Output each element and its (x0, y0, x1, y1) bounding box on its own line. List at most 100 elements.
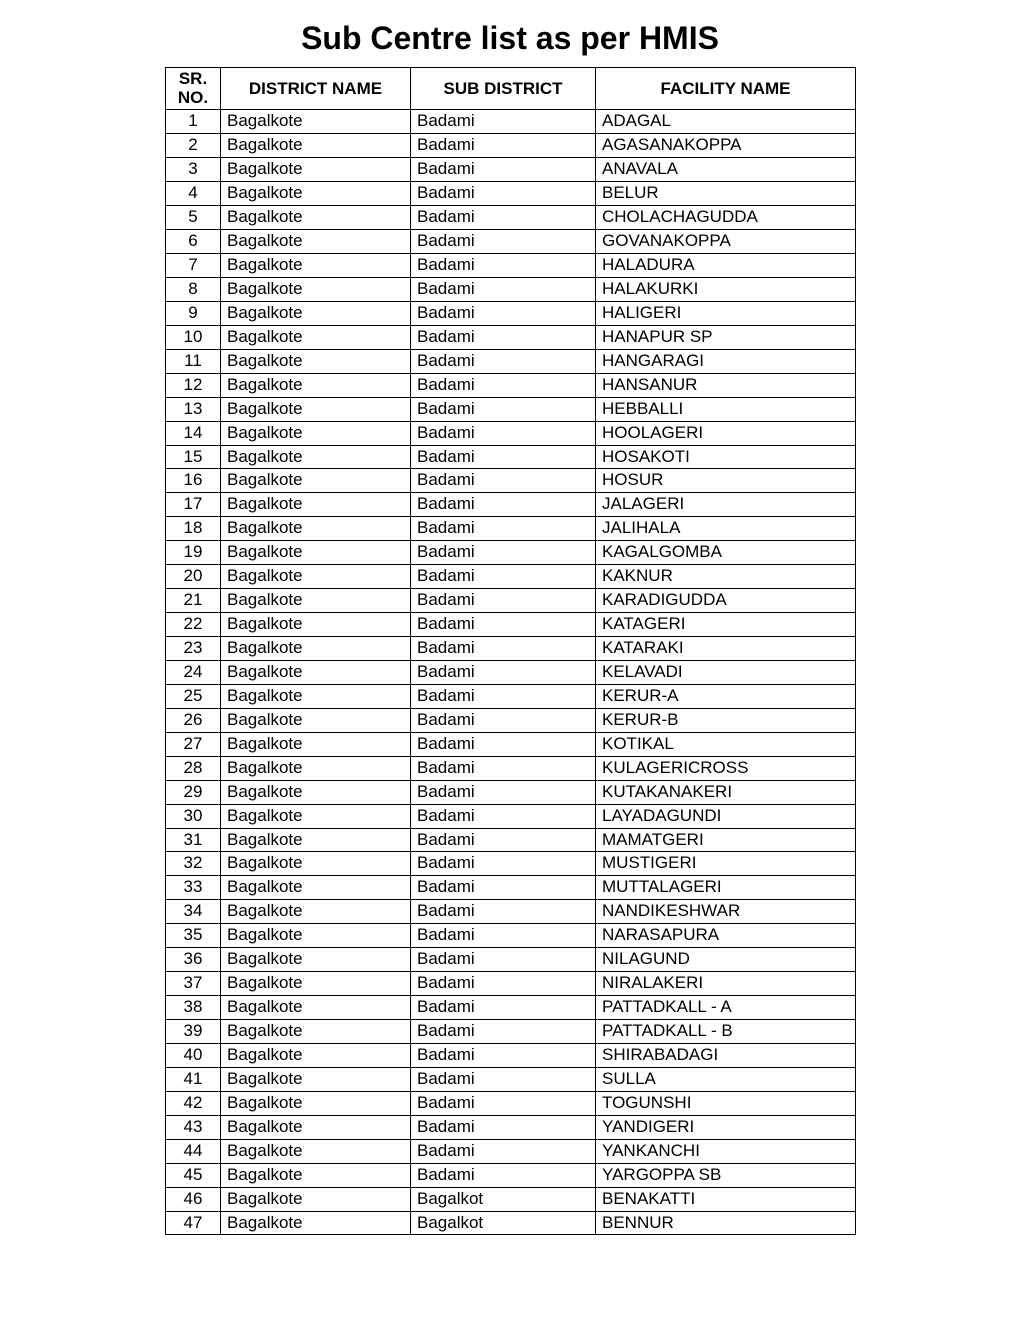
table-row: 5BagalkoteBadamiCHOLACHAGUDDA (166, 206, 856, 230)
cell-srno: 38 (166, 996, 221, 1020)
cell-facility: KARADIGUDDA (596, 589, 856, 613)
cell-srno: 6 (166, 230, 221, 254)
table-row: 39BagalkoteBadamiPATTADKALL - B (166, 1020, 856, 1044)
table-row: 6BagalkoteBadamiGOVANAKOPPA (166, 230, 856, 254)
cell-subdistrict: Badami (411, 254, 596, 278)
table-row: 28BagalkoteBadamiKULAGERICROSS (166, 756, 856, 780)
cell-district: Bagalkote (221, 541, 411, 565)
cell-facility: BELUR (596, 182, 856, 206)
table-row: 3BagalkoteBadamiANAVALA (166, 158, 856, 182)
cell-district: Bagalkote (221, 660, 411, 684)
table-header-row: SR. NO. DISTRICT NAME SUB DISTRICT FACIL… (166, 68, 856, 110)
cell-subdistrict: Badami (411, 1020, 596, 1044)
cell-district: Bagalkote (221, 996, 411, 1020)
cell-facility: KUTAKANAKERI (596, 780, 856, 804)
cell-district: Bagalkote (221, 206, 411, 230)
cell-facility: MAMATGERI (596, 828, 856, 852)
cell-srno: 42 (166, 1091, 221, 1115)
cell-srno: 23 (166, 637, 221, 661)
cell-subdistrict: Badami (411, 397, 596, 421)
cell-facility: TOGUNSHI (596, 1091, 856, 1115)
table-row: 22BagalkoteBadamiKATAGERI (166, 613, 856, 637)
cell-district: Bagalkote (221, 110, 411, 134)
table-row: 15BagalkoteBadamiHOSAKOTI (166, 445, 856, 469)
cell-srno: 28 (166, 756, 221, 780)
table-row: 7BagalkoteBadamiHALADURA (166, 254, 856, 278)
cell-subdistrict: Badami (411, 732, 596, 756)
cell-srno: 45 (166, 1163, 221, 1187)
table-row: 9BagalkoteBadamiHALIGERI (166, 301, 856, 325)
cell-facility: BENAKATTI (596, 1187, 856, 1211)
cell-district: Bagalkote (221, 1139, 411, 1163)
cell-srno: 33 (166, 876, 221, 900)
cell-facility: HALIGERI (596, 301, 856, 325)
cell-srno: 27 (166, 732, 221, 756)
table-row: 19BagalkoteBadamiKAGALGOMBA (166, 541, 856, 565)
cell-srno: 14 (166, 421, 221, 445)
table-row: 34BagalkoteBadamiNANDIKESHWAR (166, 900, 856, 924)
cell-district: Bagalkote (221, 349, 411, 373)
cell-srno: 43 (166, 1115, 221, 1139)
cell-facility: HANSANUR (596, 373, 856, 397)
cell-district: Bagalkote (221, 1163, 411, 1187)
cell-srno: 4 (166, 182, 221, 206)
table-row: 41BagalkoteBadamiSULLA (166, 1067, 856, 1091)
cell-srno: 44 (166, 1139, 221, 1163)
cell-subdistrict: Badami (411, 301, 596, 325)
column-header-facility: FACILITY NAME (596, 68, 856, 110)
cell-subdistrict: Badami (411, 1043, 596, 1067)
cell-facility: NILAGUND (596, 948, 856, 972)
cell-district: Bagalkote (221, 397, 411, 421)
column-header-subdistrict: SUB DISTRICT (411, 68, 596, 110)
cell-subdistrict: Badami (411, 517, 596, 541)
cell-facility: HOSUR (596, 469, 856, 493)
cell-facility: HOSAKOTI (596, 445, 856, 469)
cell-subdistrict: Badami (411, 493, 596, 517)
table-row: 37BagalkoteBadamiNIRALAKERI (166, 972, 856, 996)
cell-subdistrict: Badami (411, 1115, 596, 1139)
cell-facility: KULAGERICROSS (596, 756, 856, 780)
cell-district: Bagalkote (221, 517, 411, 541)
cell-district: Bagalkote (221, 637, 411, 661)
table-row: 30BagalkoteBadamiLAYADAGUNDI (166, 804, 856, 828)
cell-subdistrict: Badami (411, 541, 596, 565)
cell-district: Bagalkote (221, 684, 411, 708)
cell-district: Bagalkote (221, 924, 411, 948)
cell-facility: KERUR-A (596, 684, 856, 708)
cell-subdistrict: Badami (411, 325, 596, 349)
table-row: 14BagalkoteBadamiHOOLAGERI (166, 421, 856, 445)
table-row: 27BagalkoteBadamiKOTIKAL (166, 732, 856, 756)
page-title: Sub Centre list as per HMIS (0, 20, 1020, 57)
data-table: SR. NO. DISTRICT NAME SUB DISTRICT FACIL… (165, 67, 856, 1235)
cell-subdistrict: Badami (411, 972, 596, 996)
cell-district: Bagalkote (221, 1067, 411, 1091)
cell-district: Bagalkote (221, 254, 411, 278)
cell-facility: HANAPUR SP (596, 325, 856, 349)
cell-srno: 34 (166, 900, 221, 924)
cell-facility: SHIRABADAGI (596, 1043, 856, 1067)
cell-srno: 12 (166, 373, 221, 397)
cell-srno: 21 (166, 589, 221, 613)
cell-srno: 2 (166, 134, 221, 158)
cell-district: Bagalkote (221, 708, 411, 732)
cell-district: Bagalkote (221, 134, 411, 158)
table-row: 24BagalkoteBadamiKELAVADI (166, 660, 856, 684)
cell-srno: 13 (166, 397, 221, 421)
table-body: 1BagalkoteBadamiADAGAL2BagalkoteBadamiAG… (166, 110, 856, 1235)
cell-srno: 47 (166, 1211, 221, 1235)
cell-facility: KATAGERI (596, 613, 856, 637)
cell-srno: 19 (166, 541, 221, 565)
cell-district: Bagalkote (221, 852, 411, 876)
cell-subdistrict: Bagalkot (411, 1211, 596, 1235)
cell-facility: ADAGAL (596, 110, 856, 134)
cell-district: Bagalkote (221, 1211, 411, 1235)
cell-facility: HALADURA (596, 254, 856, 278)
cell-facility: YARGOPPA SB (596, 1163, 856, 1187)
cell-srno: 5 (166, 206, 221, 230)
cell-facility: KERUR-B (596, 708, 856, 732)
cell-facility: SULLA (596, 1067, 856, 1091)
cell-facility: LAYADAGUNDI (596, 804, 856, 828)
cell-subdistrict: Badami (411, 1139, 596, 1163)
cell-subdistrict: Badami (411, 660, 596, 684)
cell-facility: JALAGERI (596, 493, 856, 517)
